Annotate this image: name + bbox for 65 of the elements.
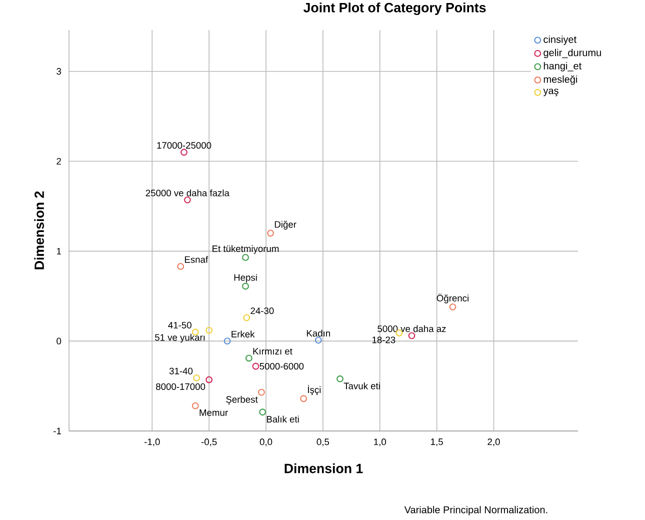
- point: [184, 196, 191, 204]
- point: [177, 262, 184, 270]
- annotation: Memur: [200, 409, 228, 416]
- annotation: Öğrenci: [436, 294, 468, 304]
- point: [267, 230, 274, 237]
- y-axis-title: Dimension 2: [34, 191, 44, 270]
- point: [252, 362, 260, 370]
- annotation: Kırmızı et: [253, 348, 292, 355]
- chart-title: Joint Plot of Category Points: [303, 2, 486, 16]
- annotation: Et tüketmiyorum: [212, 245, 279, 254]
- point: [245, 354, 252, 362]
- legend-label: yaş: [543, 88, 558, 96]
- annotation: Hepsi: [234, 274, 257, 283]
- annotation: Şerbest: [226, 396, 258, 405]
- annotation: 18-23: [372, 336, 396, 344]
- annotation: 8000-17000: [156, 383, 206, 390]
- x-tick-label: 1,5: [431, 438, 443, 446]
- legend-label: mesleği: [544, 75, 578, 85]
- point: [336, 375, 344, 382]
- x-tick-label: -0,5: [201, 438, 217, 446]
- point: [242, 254, 249, 261]
- annotation: İşçi: [308, 384, 321, 396]
- x-tick-label: 2,0: [488, 438, 500, 446]
- point: [206, 376, 213, 384]
- text: Variable Principal Normalization.: [404, 506, 548, 516]
- annotation: 31-40: [169, 368, 193, 374]
- point: [192, 402, 199, 410]
- y-tick-label: 2: [56, 158, 61, 165]
- annotation: Esnaf: [184, 256, 208, 263]
- point: [242, 282, 249, 290]
- annotation: Tavuk eti: [344, 382, 380, 390]
- point: [449, 303, 456, 310]
- annotation: Kadın: [306, 330, 330, 337]
- x-tick-label: 0,0: [260, 438, 272, 446]
- legend-label: cinsiyet: [544, 36, 576, 45]
- y-tick-label: 1: [56, 248, 61, 254]
- annotation: Erkek: [232, 330, 255, 338]
- annotation: Diğer: [274, 220, 296, 230]
- point: [243, 314, 250, 322]
- point: [258, 388, 265, 396]
- point: [259, 408, 266, 416]
- y-tick-label: 3: [56, 68, 62, 75]
- annotation: 51 ve yukarı: [155, 334, 205, 343]
- y-tick-label: -1: [54, 428, 61, 434]
- point: [224, 338, 231, 345]
- annotation: 24-30: [250, 308, 274, 314]
- x-axis-title: Dimension 1: [284, 463, 363, 474]
- annotation: 41-50: [168, 322, 192, 328]
- point: [206, 326, 213, 334]
- point: [193, 374, 200, 382]
- x-tick-label: -1,0: [144, 438, 160, 446]
- x-tick-label: 0,5: [316, 438, 330, 446]
- point: [300, 395, 308, 402]
- annotation: Balık eti: [266, 416, 299, 423]
- legend-label: gelir_durumu: [544, 48, 601, 58]
- annotation: 25000 ve daha fazla: [146, 189, 230, 196]
- point: [314, 336, 322, 344]
- point: [408, 332, 416, 340]
- x-tick-label: 1,0: [374, 438, 386, 446]
- point: [180, 148, 188, 156]
- annotation: 5000-6000: [260, 362, 304, 370]
- annotation: 17000-25000: [157, 142, 212, 149]
- y-tick-label: 0: [56, 338, 62, 344]
- annotation: 5000 ve daha az: [378, 325, 446, 332]
- legend-label: hangi_et: [544, 62, 582, 72]
